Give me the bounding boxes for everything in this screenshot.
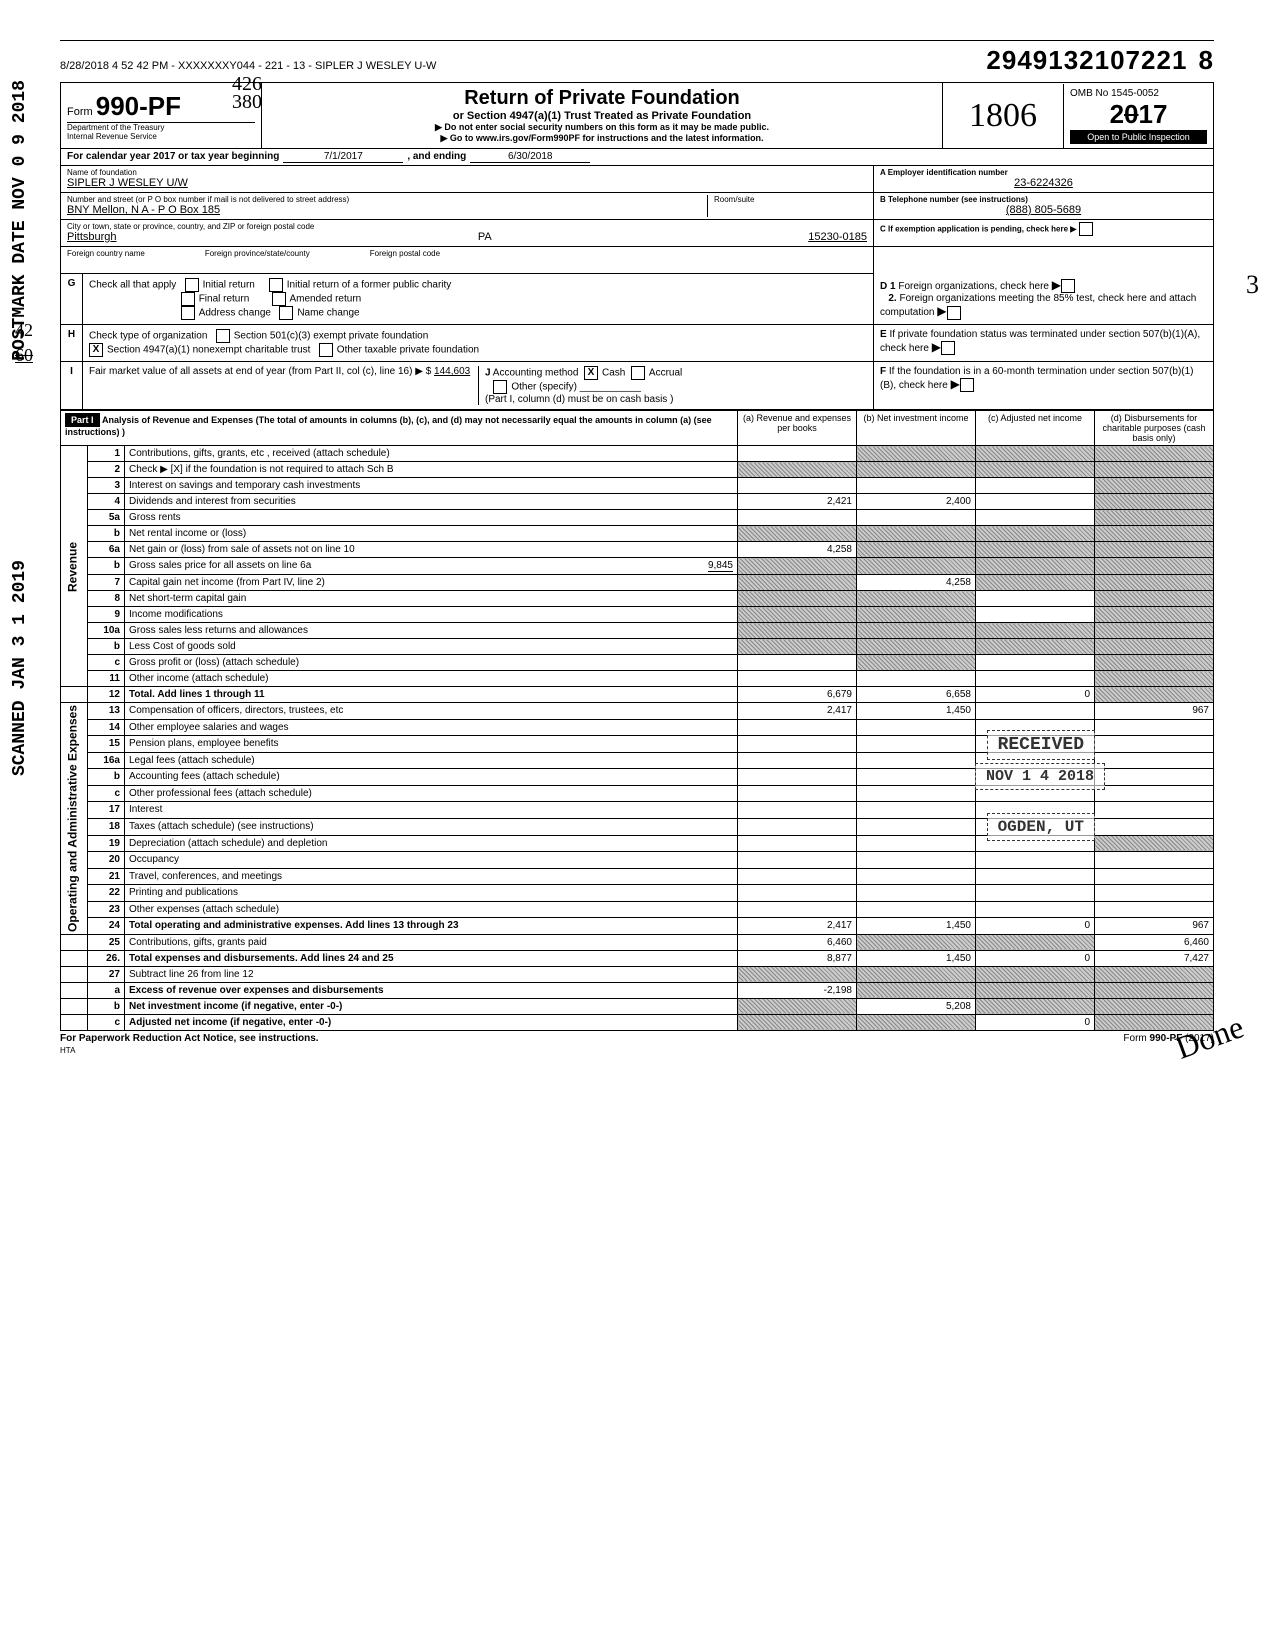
box-h-letter: H: [61, 325, 83, 361]
postmark-stamp: POSTMARK DATE NOV 0 9 2018: [10, 80, 30, 361]
phone-cell: B Telephone number (see instructions) (8…: [874, 193, 1213, 220]
col-d-header: (d) Disbursements for charitable purpose…: [1095, 411, 1214, 446]
margin-hand-2: 60: [15, 345, 33, 366]
received-stamp-1: RECEIVED: [987, 730, 1095, 760]
tax-year-row: For calendar year 2017 or tax year begin…: [60, 149, 1214, 166]
form-number-cell: Form 990-PF Department of the Treasury I…: [61, 87, 261, 145]
paperwork-notice: For Paperwork Reduction Act Notice, see …: [60, 1033, 319, 1044]
hta-code: HTA: [60, 1046, 1214, 1055]
ein-cell: A Employer identification number 23-6224…: [874, 166, 1213, 193]
expenses-sidebar: Operating and Administrative Expenses: [61, 703, 88, 935]
box-f-content: F If the foundation is in a 60-month ter…: [873, 362, 1213, 409]
dln-number: 2949132107221: [986, 45, 1187, 75]
box-g-content: Check all that apply Initial return Init…: [83, 274, 873, 324]
box-d-content: D 1 Foreign organizations, check here ▶ …: [873, 274, 1213, 324]
hand-annotation-top: 426 380: [232, 75, 262, 111]
received-stamp-3: OGDEN, UT: [987, 813, 1095, 841]
hand-annotation-right: 1806: [943, 93, 1063, 139]
col-c-header: (c) Adjusted net income: [976, 411, 1095, 446]
omb-cell: OMB No 1545-0052 2017 Open to Public Ins…: [1063, 84, 1213, 148]
col-a-header: (a) Revenue and expenses per books: [738, 411, 857, 446]
box-g-letter: G: [61, 274, 83, 324]
form-title-block: 426 380 Return of Private Foundation or …: [261, 83, 943, 148]
dept-treasury: Department of the Treasury Internal Reve…: [67, 122, 255, 141]
timestamp-line: 8/28/2018 4 52 42 PM - XXXXXXXY044 - 221…: [60, 60, 436, 72]
box-h-content: Check type of organization Section 501(c…: [83, 325, 873, 361]
page-suffix: 8: [1199, 45, 1214, 75]
margin-hand-3: 3: [1246, 270, 1259, 300]
foreign-cell: Foreign country name Foreign province/st…: [61, 247, 873, 274]
city-cell: City or town, state or province, country…: [61, 220, 873, 247]
margin-hand-1: 42: [15, 320, 33, 341]
foundation-name-cell: Name of foundation SIPLER J WESLEY U/W: [61, 166, 873, 193]
scanned-stamp: SCANNED JAN 3 1 2019: [10, 560, 30, 776]
box-i-content: Fair market value of all assets at end o…: [83, 362, 873, 409]
exemption-pending-cell: C If exemption application is pending, c…: [874, 220, 1213, 247]
revenue-sidebar: Revenue: [61, 446, 88, 687]
received-stamp-2: NOV 1 4 2018: [975, 763, 1105, 790]
box-e-content: E If private foundation status was termi…: [873, 325, 1213, 361]
part-i-header: Part I: [65, 413, 100, 427]
analysis-table: Part I Analysis of Revenue and Expenses …: [60, 410, 1214, 1031]
col-b-header: (b) Net investment income: [857, 411, 976, 446]
box-i-letter: I: [61, 362, 83, 409]
address-cell: Number and street (or P O box number if …: [61, 193, 873, 220]
